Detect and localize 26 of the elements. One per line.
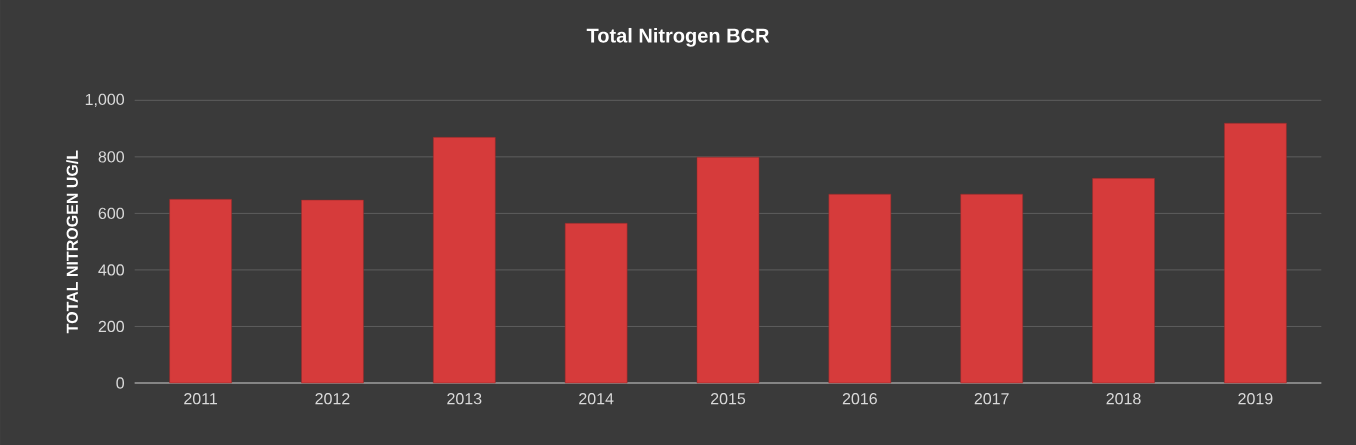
bar (696, 156, 760, 384)
y-tick-label: 600 (98, 207, 125, 220)
x-tick-label: 2012 (315, 393, 350, 405)
bar (1224, 122, 1287, 384)
x-tick-label: 2013 (447, 393, 482, 405)
x-tick-label: 2018 (1106, 393, 1141, 405)
x-tick-label: 2014 (579, 393, 614, 405)
y-tick-label: 400 (98, 264, 125, 276)
bar (301, 199, 364, 384)
y-tick-label: 800 (98, 151, 125, 163)
y-axis-title: TOTAL NITROGEN UG/L (66, 150, 79, 334)
x-tick-label: 2019 (1238, 393, 1273, 405)
bar (828, 193, 892, 384)
x-tick-label: 2011 (184, 393, 218, 405)
bar (960, 193, 1023, 384)
bar (564, 223, 628, 384)
y-tick-label: 0 (116, 377, 125, 389)
y-tick-label: 1,000 (85, 93, 125, 107)
x-tick-label: 2017 (974, 393, 1009, 405)
chart-title: Total Nitrogen BCR (586, 27, 770, 47)
y-tick-label: 200 (98, 320, 125, 333)
bar (169, 198, 232, 384)
x-tick-label: 2015 (711, 393, 746, 405)
bar (1092, 178, 1155, 384)
x-tick-label: 2016 (842, 393, 877, 405)
bar (433, 137, 496, 384)
